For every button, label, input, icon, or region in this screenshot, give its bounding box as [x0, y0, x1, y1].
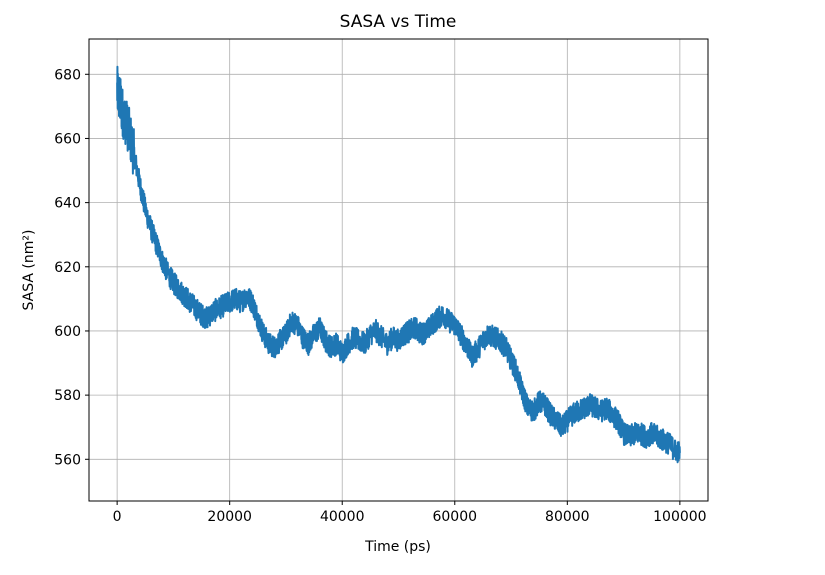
y-tick-label: 680: [54, 67, 81, 83]
x-tick-label: 0: [113, 509, 122, 525]
y-tick-label: 600: [54, 324, 81, 340]
grid-lines: [89, 39, 708, 501]
x-tick-label: 60000: [432, 509, 477, 525]
x-tick-label: 80000: [545, 509, 590, 525]
sasa-series-line: [116, 65, 681, 464]
y-tick-label: 660: [54, 131, 81, 147]
x-tick-label: 40000: [320, 509, 365, 525]
series-layer: [116, 65, 681, 464]
x-tick-label: 100000: [653, 509, 706, 525]
y-tick-label: 580: [54, 388, 81, 404]
chart-title: SASA vs Time: [340, 12, 457, 32]
plot-frame: [88, 38, 709, 502]
y-tick-label: 560: [54, 452, 81, 468]
x-axis-label: Time (ps): [364, 539, 431, 555]
y-tick-label: 640: [54, 196, 81, 212]
x-tick-label: 20000: [207, 509, 252, 525]
y-tick-label: 620: [54, 260, 81, 276]
y-axis-ticks: 560 580 600 620 640 660 680: [54, 67, 89, 468]
x-axis-ticks: 0 20000 40000 60000 80000 100000: [113, 501, 707, 525]
y-axis-label: SASA (nm²): [21, 230, 37, 311]
